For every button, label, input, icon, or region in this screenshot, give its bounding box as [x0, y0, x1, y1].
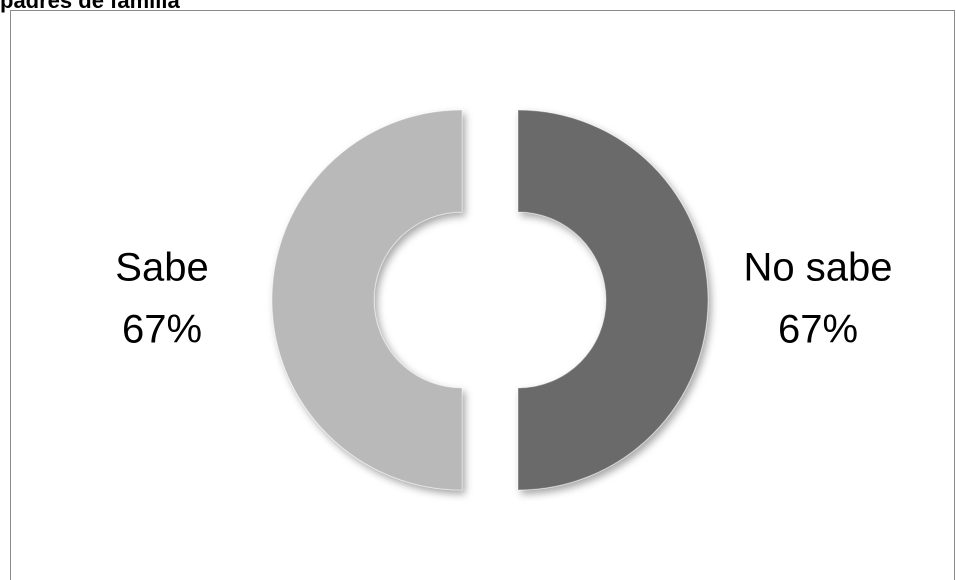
donut-segment — [517, 109, 709, 491]
segment-label: No sabe — [744, 246, 893, 290]
donut-segment — [271, 109, 463, 491]
value-label: 67% — [778, 308, 858, 352]
value-label: 67% — [122, 308, 202, 352]
chart-frame — [10, 10, 955, 580]
chart-title: padres de familia — [0, 0, 181, 13]
segment-label: Sabe — [115, 246, 208, 290]
